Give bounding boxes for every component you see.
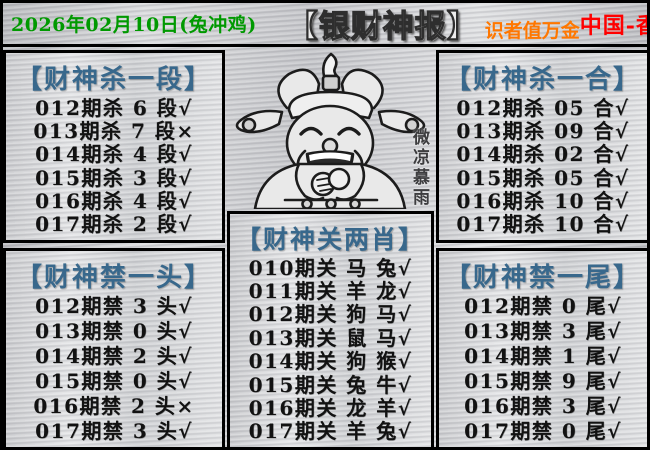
- kill-segment-record-list: 012期杀 6 段√ 013期杀 7 段× 014期杀 4 段√ 015期杀 3 段√…: [8, 96, 220, 236]
- panel-ban-head-title: 【财神禁一头】: [15, 263, 212, 293]
- record-row: 013期关 鼠 马√: [248, 325, 413, 350]
- record-row: 012期禁 0 尾√: [464, 294, 622, 319]
- record-row: 015期杀 05 合√: [456, 165, 630, 190]
- ban-head-record-list: 012期禁 3 头√ 013期禁 0 头√ 014期禁 2 头√ 015期禁 0 头√…: [8, 294, 220, 443]
- record-row: 012期禁 3 头√: [35, 294, 193, 319]
- wealth-god-image: 微凉慕雨: [227, 50, 434, 209]
- wealth-god-drawing: [235, 52, 426, 209]
- panel-kill-sum: 【财神杀一合】 012期杀 05 合√ 013期杀 09 合√ 014期杀 02 合…: [436, 50, 647, 243]
- record-row: 012期杀 05 合√: [456, 95, 630, 120]
- top-bar: 2026年02月10日(兔冲鸡) 【银财神报】 识者值万金 中国-香港: [3, 3, 647, 47]
- page-subtitle: 识者值万金: [484, 20, 580, 42]
- kill-sum-record-list: 012期杀 05 合√ 013期杀 09 合√ 014期杀 02 合√ 015期杀 0…: [441, 96, 645, 236]
- record-row: 013期禁 0 头√: [35, 319, 193, 344]
- panel-guan-zodiac-title: 【财神关两肖】: [235, 225, 425, 254]
- page-title: 【银财神报】: [286, 8, 479, 45]
- region-label: 中国-香港: [579, 12, 647, 39]
- record-row: 014期禁 1 尾√: [464, 344, 622, 369]
- record-row: 017期关 羊 兔√: [248, 419, 413, 444]
- record-row: 017期杀 2 段√: [35, 212, 193, 237]
- record-row: 015期禁 0 头√: [35, 368, 193, 393]
- guan-zodiac-record-list: 010期关 马 兔√ 011期关 羊 龙√ 012期关 狗 马√ 013期关 鼠 马√…: [232, 256, 429, 443]
- panel-ban-tail-title: 【财神禁一尾】: [444, 263, 641, 293]
- record-row: 013期杀 09 合√: [456, 118, 630, 143]
- record-row: 014期杀 4 段√: [35, 142, 193, 167]
- record-row: 012期杀 6 段√: [35, 95, 193, 120]
- record-row: 014期禁 2 头√: [35, 344, 193, 369]
- panel-guan-zodiac: 【财神关两肖】 010期关 马 兔√ 011期关 羊 龙√ 012期关 狗 马√ 01…: [227, 211, 434, 447]
- watermark-stamp: 微凉慕雨: [409, 128, 429, 208]
- record-row: 017期禁 3 头√: [35, 418, 193, 443]
- record-row: 011期关 羊 龙√: [248, 279, 413, 304]
- record-row: 014期关 狗 猴√: [248, 349, 413, 374]
- record-row: 015期杀 3 段√: [35, 165, 193, 190]
- record-row: 017期杀 10 合√: [456, 212, 630, 237]
- record-row: 015期禁 9 尾√: [464, 368, 622, 393]
- panel-ban-tail: 【财神禁一尾】 012期禁 0 尾√ 013期禁 3 尾√ 014期禁 1 尾√ 01…: [436, 248, 647, 447]
- report-date: 2026年02月10日(兔冲鸡): [11, 14, 257, 36]
- record-row: 016期禁 2 头×: [33, 393, 195, 418]
- panel-kill-segment: 【财神杀一段】 012期杀 6 段√ 013期杀 7 段× 014期杀 4 段√ 01…: [3, 50, 225, 243]
- record-row: 016期关 龙 羊√: [248, 395, 413, 420]
- record-row: 016期杀 10 合√: [456, 188, 630, 213]
- record-row: 015期关 兔 牛√: [248, 372, 413, 397]
- record-row: 016期杀 4 段√: [35, 188, 193, 213]
- panel-kill-segment-title: 【财神杀一段】: [15, 65, 212, 95]
- record-row: 012期关 狗 马√: [248, 302, 413, 327]
- title-group: 【银财神报】 识者值万金: [286, 3, 580, 46]
- record-row: 013期杀 7 段×: [33, 118, 195, 143]
- record-row: 017期禁 0 尾√: [464, 418, 622, 443]
- panel-ban-head: 【财神禁一头】 012期禁 3 头√ 013期禁 0 头√ 014期禁 2 头√ 01…: [3, 248, 225, 447]
- record-row: 013期禁 3 尾√: [464, 319, 622, 344]
- panel-kill-sum-title: 【财神杀一合】: [444, 65, 641, 95]
- record-row: 016期禁 3 尾√: [464, 393, 622, 418]
- record-row: 010期关 马 兔√: [248, 255, 413, 280]
- ban-tail-record-list: 012期禁 0 尾√ 013期禁 3 尾√ 014期禁 1 尾√ 015期禁 9 尾√…: [441, 294, 645, 443]
- record-row: 014期杀 02 合√: [456, 142, 630, 167]
